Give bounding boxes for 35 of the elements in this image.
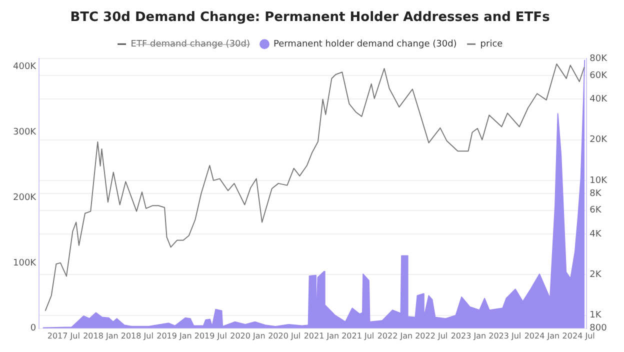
x-tick-label: 2017 Jul xyxy=(47,331,80,340)
x-tick-label: 2021 Jul xyxy=(342,331,374,340)
y2-tick-label: 40K xyxy=(590,94,608,105)
y2-tick-label: 6K xyxy=(590,206,602,216)
y2-tick-label: 2K xyxy=(590,270,602,280)
y-tick-label: 400K xyxy=(12,62,38,72)
x-tick-label: 2024 Jul xyxy=(562,331,595,340)
legend-label: Permanent holder demand change (30d) xyxy=(274,39,457,50)
y-tick-label: 0 xyxy=(30,324,36,334)
y2-tick-label: 4K xyxy=(590,229,602,240)
y2-tick-label: 20K xyxy=(590,135,608,146)
x-tick-label: 2022 Jan xyxy=(377,331,413,340)
legend-label: price xyxy=(480,39,504,50)
y-tick-label: 100K xyxy=(12,258,38,268)
y-tick-label: 300K xyxy=(12,127,38,138)
x-tick-label: 2024 Jan xyxy=(524,331,560,340)
y-tick-label: 200K xyxy=(12,192,38,203)
x-tick-label: 2023 Jan xyxy=(450,331,486,340)
y2-tick-label: 10K xyxy=(590,176,608,186)
x-tick-label: 2019 Jul xyxy=(194,331,227,340)
y2-tick-label: 8K xyxy=(590,188,602,199)
chart-title: BTC 30d Demand Change: Permanent Holder Addresses and ETFs xyxy=(70,10,550,26)
y2-tick-label: 1K xyxy=(590,310,602,321)
y2-tick-label: 80K xyxy=(590,54,608,64)
x-tick-label: 2018 Jan xyxy=(83,331,118,340)
legend-label: ETF demand change (30d) xyxy=(130,39,250,50)
x-tick-label: 2023 Jul xyxy=(488,331,522,340)
x-tick-label: 2019 Jan xyxy=(156,331,192,340)
x-tick-label: 2020 Jul xyxy=(268,331,301,340)
x-tick-label: 2022 Jul xyxy=(415,331,448,340)
x-tick-label: 2021 Jan xyxy=(304,331,340,340)
y2-tick-label: 800 xyxy=(590,324,608,334)
x-tick-label: 2018 Jul xyxy=(120,331,154,340)
y2-tick-label: 60K xyxy=(590,70,608,81)
x-tick-label: 2020 Jan xyxy=(230,331,266,340)
